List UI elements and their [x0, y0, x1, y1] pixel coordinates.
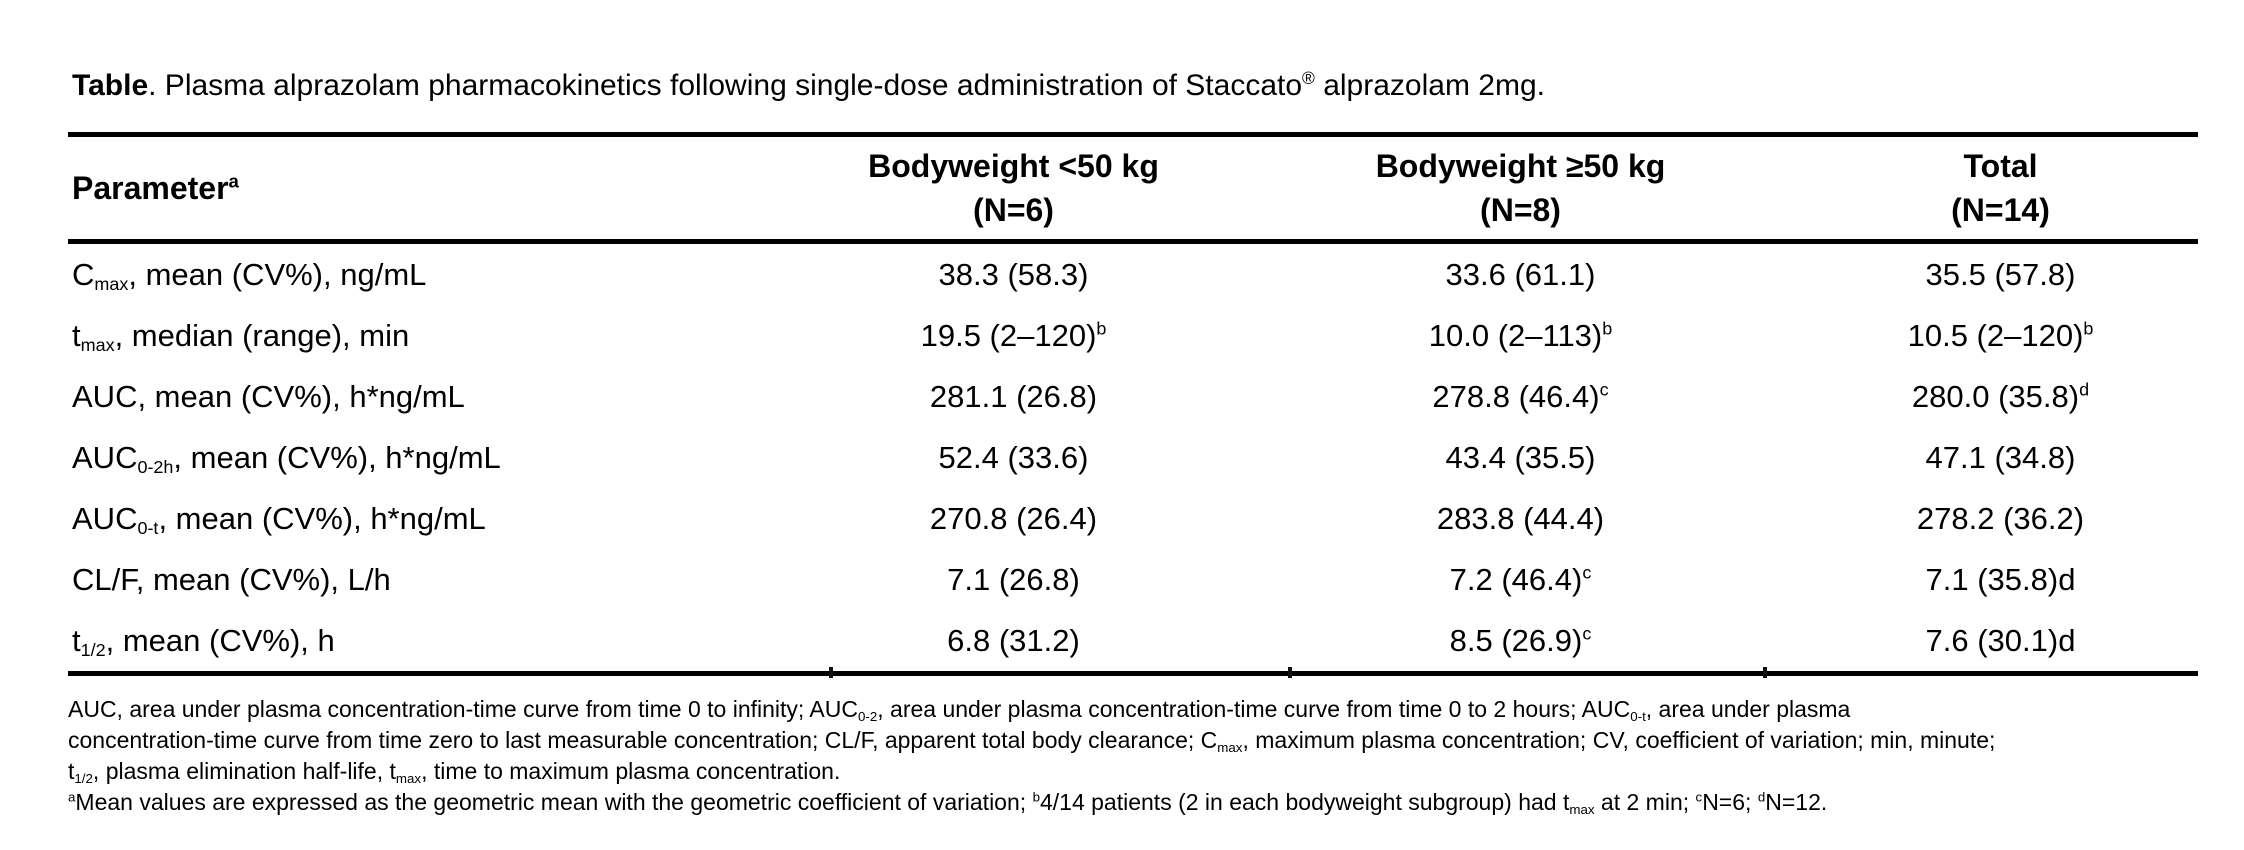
footnotes: AUC, area under plasma concentration-tim… — [68, 694, 2198, 818]
table-row: CL/F, mean (CV%), L/h 7.1 (26.8) 7.2 (46.4… — [68, 549, 2198, 610]
value-cell: 283.8 (44.4) — [1436, 500, 1605, 536]
footnote-line: AUC, area under plasma concentration-tim… — [68, 696, 1851, 725]
table-body: Cmax, mean (CV%), ng/mL 38.3 (58.3) 33.6 (… — [68, 242, 2198, 674]
value-cell: 10.0 (2–113)b — [1428, 317, 1613, 353]
parameter-cell: AUC, mean (CV%), h*ng/mL — [72, 378, 465, 414]
table-figure: Table. Plasma alprazolam pharmacokinetic… — [68, 68, 2244, 818]
table-title: Table. Plasma alprazolam pharmacokinetic… — [72, 68, 2244, 104]
column-divider-tick — [1763, 667, 1767, 678]
value-cell: 52.4 (33.6) — [938, 439, 1089, 475]
column-header-parameter: Parametera — [68, 134, 829, 244]
parameter-cell: AUC0-2h, mean (CV%), h*ng/mL — [72, 439, 501, 478]
value-cell: 7.1 (26.8) — [947, 561, 1080, 597]
column-n: (N=6) — [973, 192, 1054, 228]
column-label: Total — [1963, 148, 2038, 184]
table-title-label: Table — [72, 69, 149, 102]
value-cell: 38.3 (58.3) — [938, 256, 1089, 292]
value-cell: 281.1 (26.8) — [929, 378, 1098, 414]
value-cell: 47.1 (34.8) — [1925, 439, 2076, 475]
table-row: AUC, mean (CV%), h*ng/mL 281.1 (26.8) 278.… — [68, 366, 2198, 427]
value-cell: 33.6 (61.1) — [1445, 256, 1596, 292]
table-row: Cmax, mean (CV%), ng/mL 38.3 (58.3) 33.6 (… — [68, 242, 2198, 306]
column-label: Bodyweight ≥50 kg — [1375, 148, 1666, 184]
value-cell: 270.8 (26.4) — [929, 500, 1098, 536]
pk-table-wrapper: Parametera Bodyweight <50 kg (N=6) Bodyw… — [68, 132, 2198, 678]
header-row: Parametera Bodyweight <50 kg (N=6) Bodyw… — [68, 134, 2198, 244]
value-cell: 278.2 (36.2) — [1916, 500, 2085, 536]
table-row: t1/2, mean (CV%), h 6.8 (31.2) 8.5 (26.9)c… — [68, 610, 2198, 674]
column-divider-tick — [829, 667, 833, 678]
table-row: tmax, median (range), min 19.5 (2–120)b 10… — [68, 305, 2198, 366]
column-divider-tick — [1288, 667, 1292, 678]
parameter-cell: AUC0-t, mean (CV%), h*ng/mL — [72, 500, 486, 539]
footnote-line: t1/2, plasma elimination half-life, tmax… — [68, 758, 841, 787]
column-header-bodyweight-ge50: Bodyweight ≥50 kg (N=8) — [1288, 134, 1763, 244]
footnote-line: concentration-time curve from time zero … — [68, 727, 1996, 756]
value-cell: 280.0 (35.8)d — [1911, 378, 2090, 414]
parameter-cell: tmax, median (range), min — [72, 317, 410, 356]
value-cell: 35.5 (57.8) — [1925, 256, 2076, 292]
pk-table-header: Parametera Bodyweight <50 kg (N=6) Bodyw… — [68, 134, 2198, 244]
column-header-bodyweight-lt50: Bodyweight <50 kg (N=6) — [829, 134, 1288, 244]
value-cell: 7.1 (35.8)d — [1925, 561, 2076, 597]
value-cell: 278.8 (46.4)c — [1432, 378, 1609, 414]
value-cell: 7.6 (30.1)d — [1925, 622, 2076, 658]
value-cell: 6.8 (31.2) — [947, 622, 1080, 658]
value-cell: 43.4 (35.5) — [1445, 439, 1596, 475]
table-row: AUC0-t, mean (CV%), h*ng/mL 270.8 (26.4) 2… — [68, 488, 2198, 549]
table-title-text: . Plasma alprazolam pharmacokinetics fol… — [148, 68, 1545, 102]
parameter-cell: Cmax, mean (CV%), ng/mL — [72, 256, 427, 295]
footnote-line: aMean values are expressed as the geomet… — [68, 789, 1828, 818]
parameter-cell: t1/2, mean (CV%), h — [72, 622, 335, 661]
value-cell: 10.5 (2–120)b — [1907, 317, 2094, 353]
column-header-total: Total (N=14) — [1763, 134, 2198, 244]
footnote-symbol-notes: aMean values are expressed as the geomet… — [68, 787, 2198, 818]
value-cell: 7.2 (46.4)c — [1449, 561, 1592, 597]
table-row: AUC0-2h, mean (CV%), h*ng/mL 52.4 (33.6) 4… — [68, 427, 2198, 488]
value-cell: 8.5 (26.9)c — [1449, 622, 1592, 658]
pk-table: Parametera Bodyweight <50 kg (N=6) Bodyw… — [68, 132, 2198, 676]
footnote-abbreviations: AUC, area under plasma concentration-tim… — [68, 694, 2198, 787]
column-n: (N=8) — [1480, 192, 1561, 228]
value-cell: 19.5 (2–120)b — [920, 317, 1107, 353]
column-label: Bodyweight <50 kg — [868, 148, 1159, 184]
parameter-cell: CL/F, mean (CV%), L/h — [72, 561, 391, 597]
column-n: (N=14) — [1951, 192, 2050, 228]
